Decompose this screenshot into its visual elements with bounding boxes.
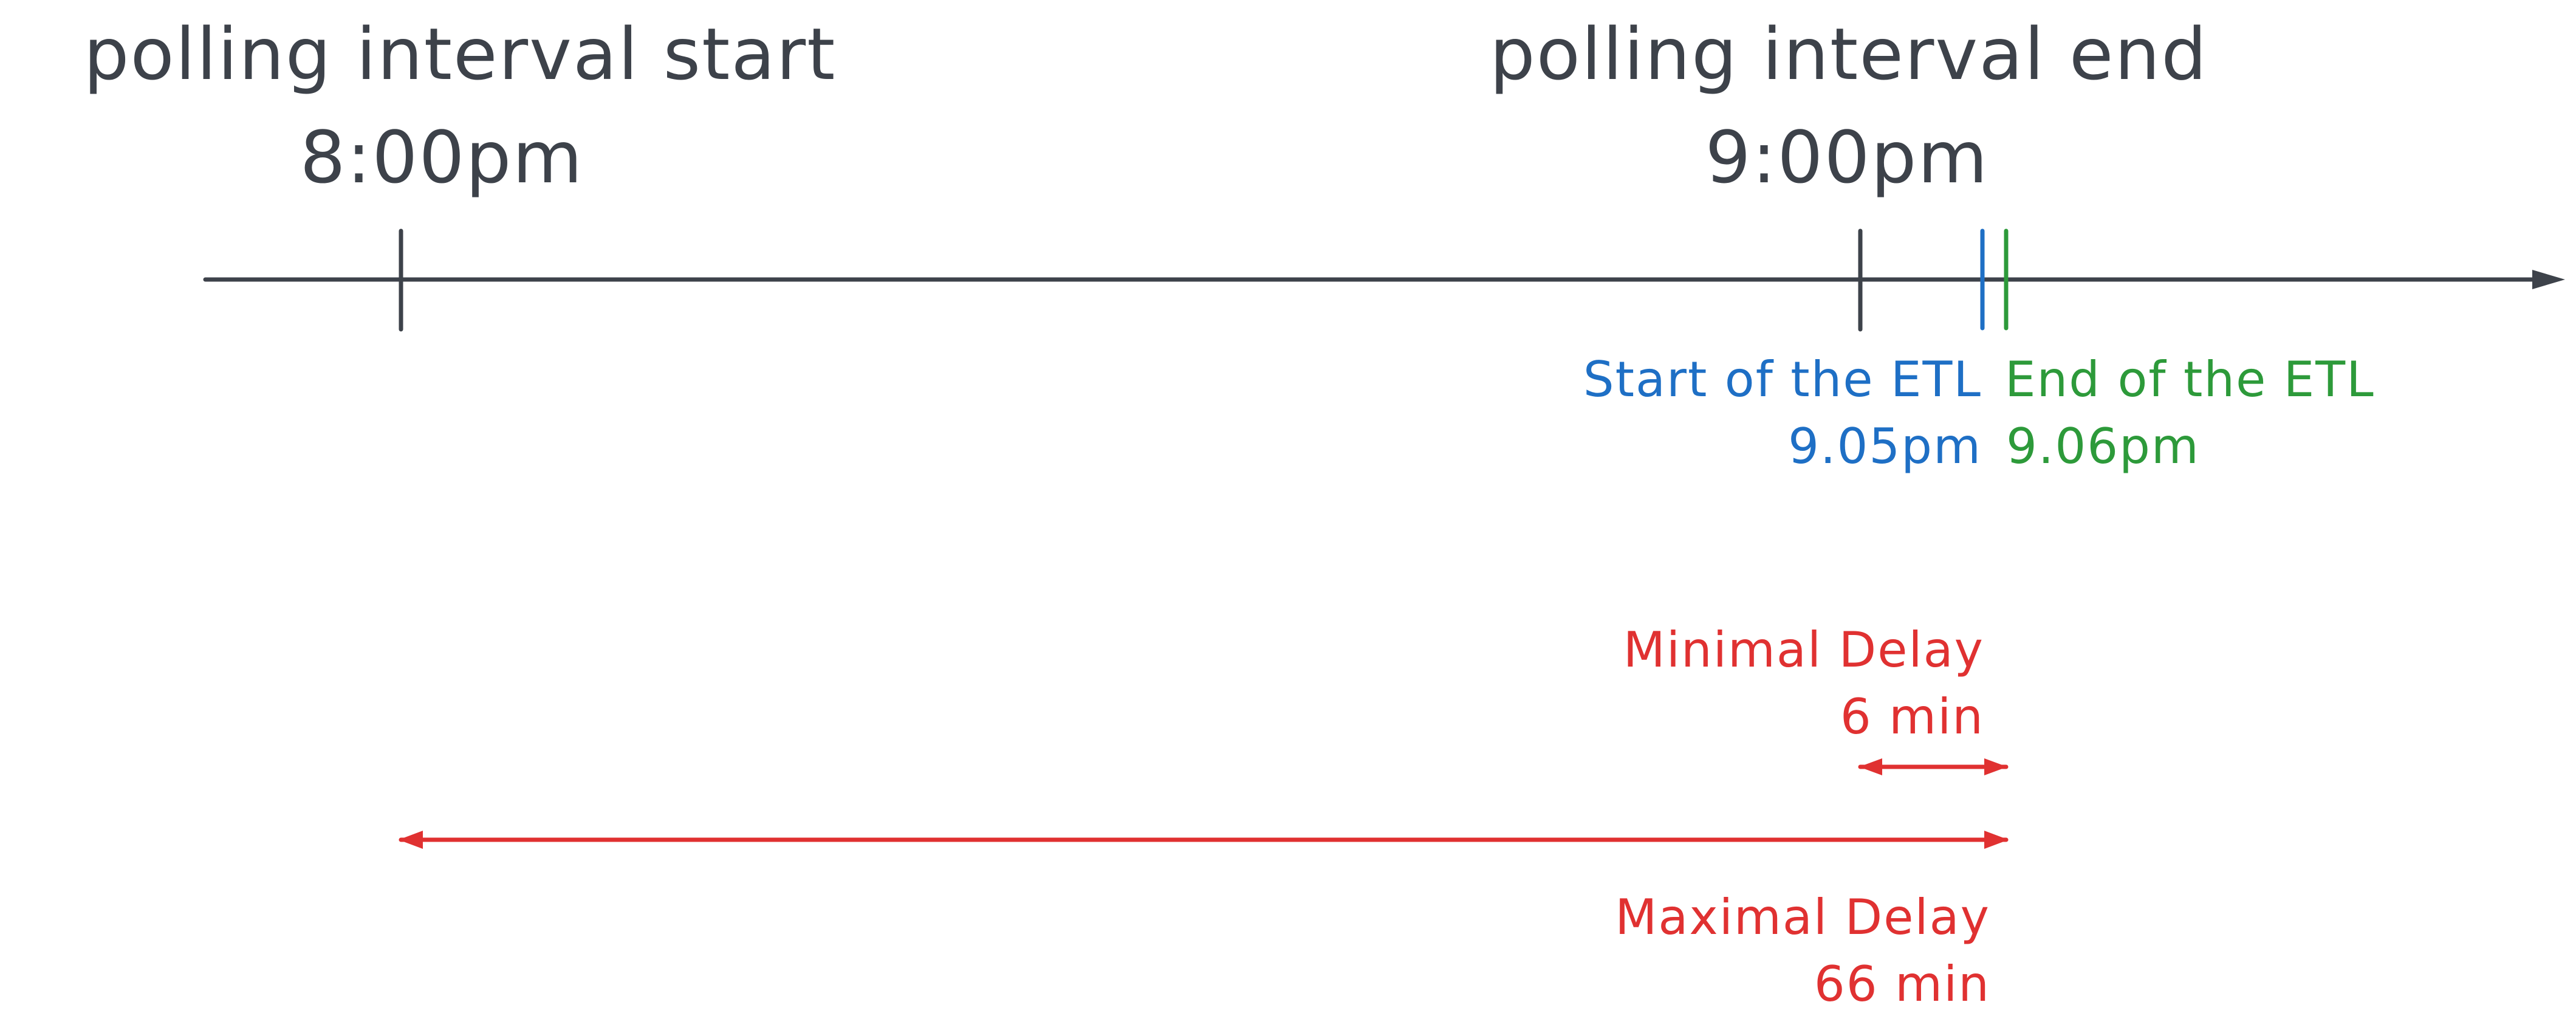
interval-start-time: 8:00pm	[300, 115, 584, 199]
minimal-delay-value: 6 min	[1840, 688, 1984, 745]
minimal-delay-arrow	[1858, 758, 2009, 775]
interval-end-time: 9:00pm	[1705, 115, 1989, 199]
maximal-delay-value: 66 min	[1814, 956, 1990, 1012]
minimal-delay-label: Minimal Delay	[1623, 622, 1984, 678]
axis-arrowhead-icon	[2532, 270, 2565, 289]
etl-end-label: End of the ETL	[2005, 351, 2375, 408]
interval-start-label: polling interval start	[83, 12, 837, 96]
etl-start-time: 9.05pm	[1788, 418, 1982, 475]
time-axis	[203, 270, 2565, 289]
etl-start-label: Start of the ETL	[1583, 351, 1982, 408]
etl-end-time: 9.06pm	[2006, 418, 2200, 475]
maximal-delay-arrow	[399, 831, 2009, 849]
maximal-delay-label: Maximal Delay	[1615, 889, 1990, 945]
interval-end-label: polling interval end	[1489, 12, 2208, 96]
